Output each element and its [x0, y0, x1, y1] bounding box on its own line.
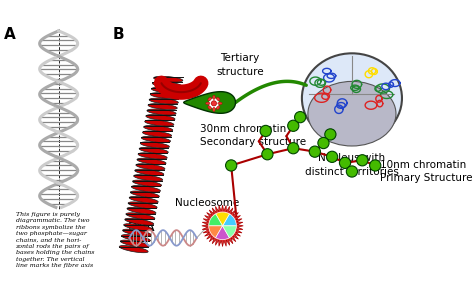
Ellipse shape	[133, 180, 162, 187]
Ellipse shape	[147, 109, 176, 115]
Polygon shape	[202, 205, 243, 247]
Text: 30nm chromatin
Secondary structure: 30nm chromatin Secondary structure	[200, 124, 306, 147]
Text: A: A	[4, 28, 16, 42]
Ellipse shape	[124, 224, 153, 231]
Text: 10nm chromatin
Primary Structure: 10nm chromatin Primary Structure	[380, 160, 472, 184]
Ellipse shape	[138, 153, 167, 159]
Circle shape	[260, 125, 271, 137]
Ellipse shape	[125, 218, 154, 225]
Ellipse shape	[217, 97, 220, 101]
Ellipse shape	[135, 169, 164, 176]
Ellipse shape	[123, 229, 152, 236]
Ellipse shape	[144, 126, 173, 132]
Ellipse shape	[137, 158, 166, 165]
Text: This figure is purely
diagrammatic. The two
ribbons symbolize the
two phosphate—: This figure is purely diagrammatic. The …	[16, 212, 94, 268]
Circle shape	[339, 157, 351, 168]
Text: B: B	[112, 28, 124, 42]
Ellipse shape	[136, 164, 165, 170]
Circle shape	[226, 160, 237, 171]
Ellipse shape	[308, 81, 396, 146]
Circle shape	[288, 143, 299, 154]
Circle shape	[294, 112, 306, 123]
Ellipse shape	[131, 185, 161, 192]
Ellipse shape	[129, 196, 158, 203]
Ellipse shape	[120, 240, 149, 247]
Ellipse shape	[153, 82, 182, 88]
Wedge shape	[223, 214, 237, 226]
Text: Nucleosome: Nucleosome	[175, 198, 239, 208]
Ellipse shape	[302, 53, 402, 143]
Ellipse shape	[119, 245, 148, 253]
Ellipse shape	[213, 107, 215, 112]
Ellipse shape	[213, 95, 215, 100]
Ellipse shape	[154, 76, 183, 82]
Ellipse shape	[218, 102, 222, 105]
Wedge shape	[216, 226, 229, 239]
Circle shape	[370, 160, 381, 171]
Text: Nucleus with
distinct territories: Nucleus with distinct territories	[305, 153, 399, 177]
Wedge shape	[209, 226, 223, 238]
Circle shape	[346, 166, 357, 177]
Ellipse shape	[139, 147, 168, 154]
Ellipse shape	[208, 106, 211, 109]
Wedge shape	[223, 226, 237, 238]
Ellipse shape	[217, 106, 220, 109]
Polygon shape	[184, 92, 236, 113]
Ellipse shape	[134, 175, 163, 181]
Ellipse shape	[126, 213, 155, 220]
Ellipse shape	[148, 104, 177, 109]
Circle shape	[288, 120, 299, 131]
Text: Tertiary
structure: Tertiary structure	[216, 53, 264, 77]
Ellipse shape	[145, 120, 174, 126]
Ellipse shape	[140, 142, 169, 148]
Circle shape	[356, 155, 368, 166]
Circle shape	[309, 146, 320, 157]
Ellipse shape	[141, 136, 171, 143]
Circle shape	[325, 129, 336, 140]
Ellipse shape	[128, 202, 157, 209]
Ellipse shape	[121, 235, 150, 242]
Circle shape	[318, 138, 329, 149]
Ellipse shape	[206, 102, 210, 105]
Ellipse shape	[146, 115, 175, 120]
Ellipse shape	[150, 93, 180, 99]
Circle shape	[209, 98, 219, 109]
Ellipse shape	[127, 207, 156, 214]
Circle shape	[327, 151, 337, 162]
Ellipse shape	[208, 97, 211, 101]
Wedge shape	[209, 214, 223, 226]
Ellipse shape	[130, 191, 159, 198]
Circle shape	[262, 149, 273, 160]
Text: DNA: DNA	[128, 221, 155, 234]
Ellipse shape	[143, 131, 172, 137]
Wedge shape	[216, 212, 229, 226]
Circle shape	[211, 101, 217, 106]
Ellipse shape	[149, 98, 178, 104]
Ellipse shape	[151, 87, 181, 93]
